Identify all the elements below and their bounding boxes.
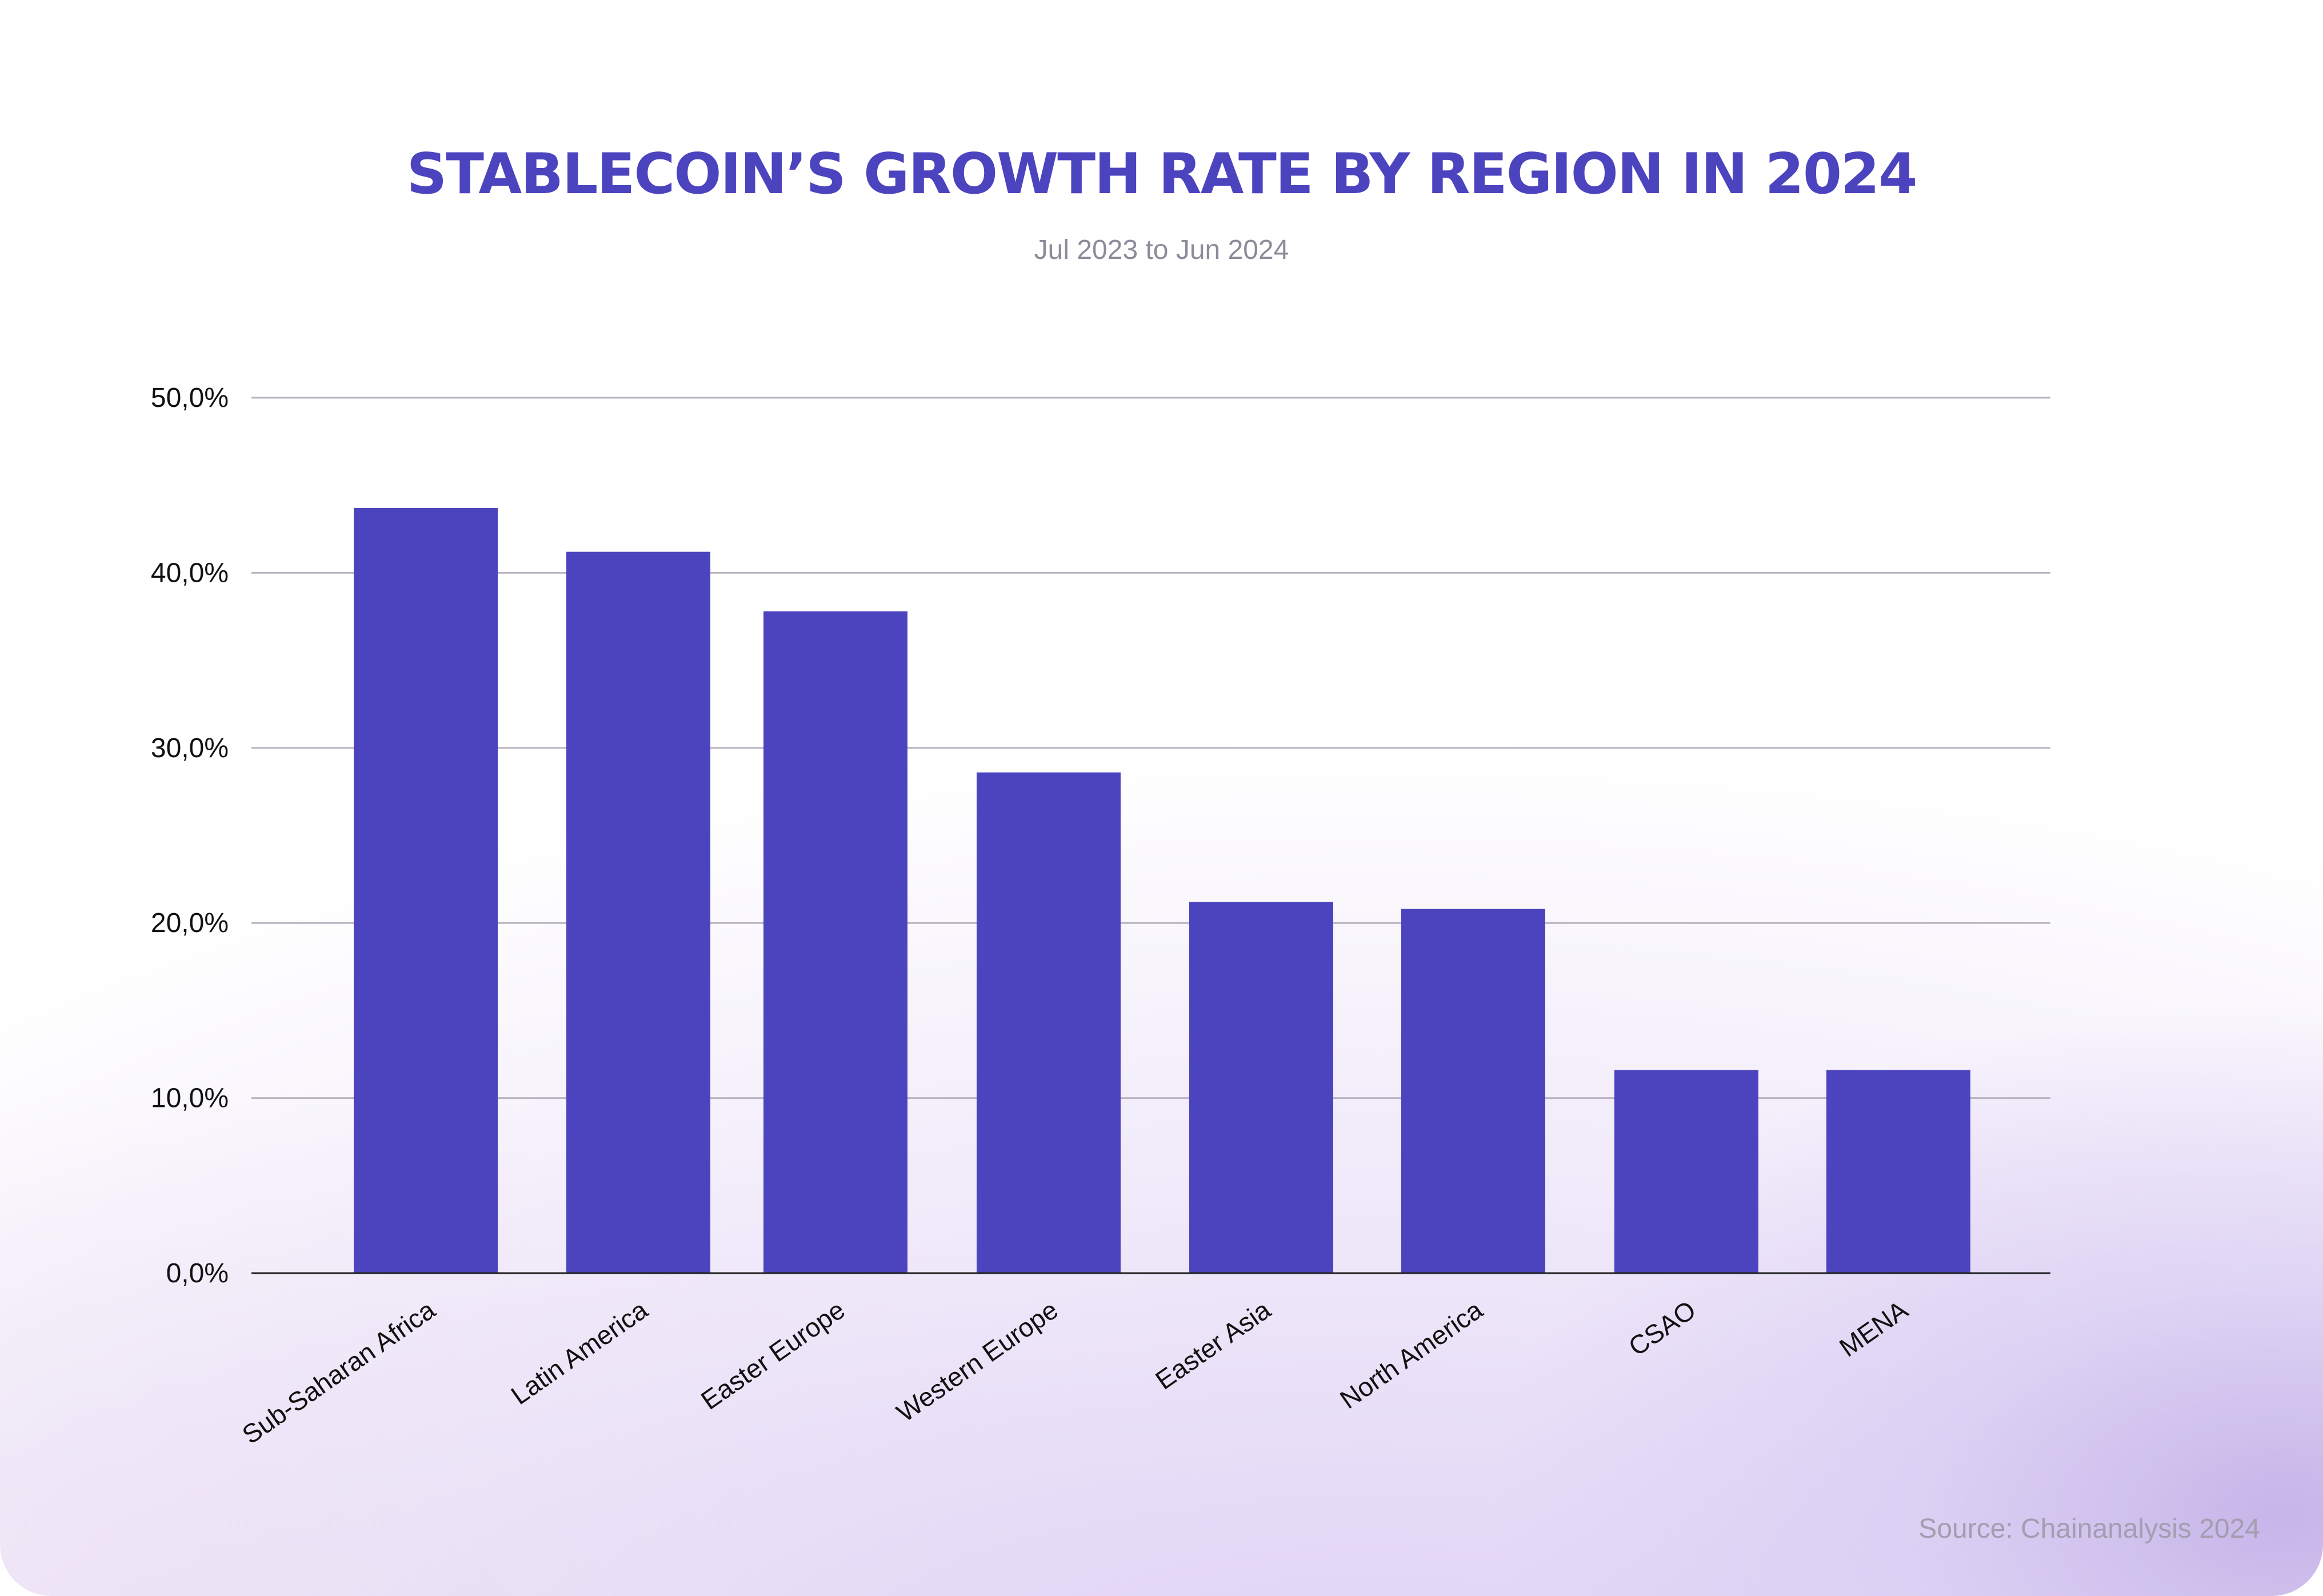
chart-title: STABLECOIN’S GROWTH RATE BY REGION IN 20…	[406, 142, 1918, 207]
y-tick-label: 40,0%	[151, 558, 229, 588]
bar-mena	[1826, 1070, 1970, 1273]
bar-north-america	[1401, 909, 1545, 1273]
bar-csao	[1614, 1070, 1758, 1273]
x-tick-label: Sub-Saharan Africa	[237, 1294, 441, 1450]
y-tick-label: 20,0%	[151, 908, 229, 938]
gridlines	[251, 397, 2050, 1099]
x-tick-label: Western Europe	[891, 1295, 1063, 1428]
y-tick-label: 10,0%	[151, 1083, 229, 1114]
source-note: Source: Chainanalysis 2024	[1918, 1514, 2260, 1544]
x-tick-label: MENA	[1834, 1294, 1913, 1362]
bar-sub-saharan-africa	[354, 508, 498, 1273]
x-tick-label: North America	[1334, 1294, 1488, 1414]
y-tick-label: 50,0%	[151, 383, 229, 413]
bar-latin-america	[566, 551, 710, 1273]
bar-easter-europe	[763, 611, 907, 1273]
x-tick-label: CSAO	[1623, 1295, 1701, 1362]
x-tick-label: Latin America	[506, 1294, 653, 1410]
x-tick-label: Easter Europe	[695, 1295, 850, 1415]
chart-subtitle: Jul 2023 to Jun 2024	[1034, 235, 1289, 265]
y-tick-label: 30,0%	[151, 733, 229, 763]
x-tick-label: Easter Asia	[1150, 1294, 1276, 1395]
y-axis-ticks: 0,0% 10,0% 20,0% 30,0% 40,0% 50,0%	[151, 383, 229, 1289]
x-axis-labels: Sub-Saharan Africa Latin America Easter Eu…	[237, 1294, 1913, 1450]
bar-easter-asia	[1189, 902, 1333, 1273]
bar-western-europe	[977, 772, 1121, 1273]
y-tick-label: 0,0%	[166, 1258, 229, 1289]
bars	[354, 508, 1970, 1273]
